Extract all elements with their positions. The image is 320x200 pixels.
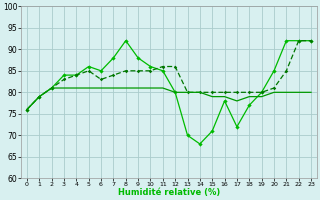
X-axis label: Humidité relative (%): Humidité relative (%) xyxy=(118,188,220,197)
